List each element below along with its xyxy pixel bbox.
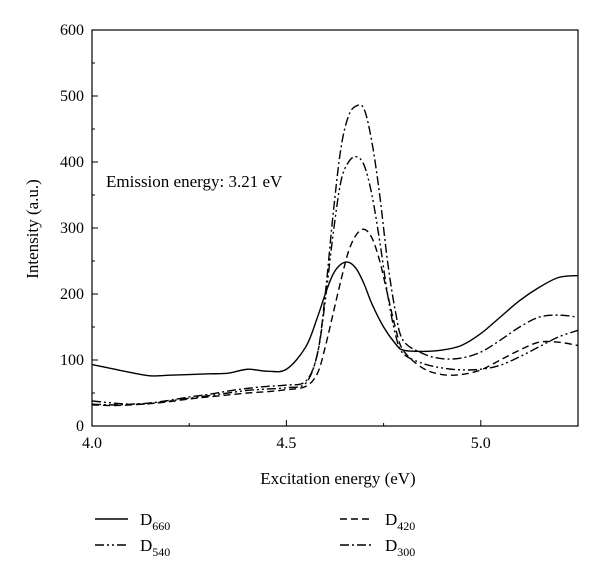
y-tick-label: 100 — [60, 352, 84, 369]
series-line-d660 — [91, 261, 579, 377]
legend-label-d540: D540 — [140, 536, 170, 559]
y-tick-label: 400 — [60, 154, 84, 171]
y-tick-label: 600 — [60, 22, 84, 39]
legend-label-d420: D420 — [385, 510, 415, 533]
series-line-d300 — [91, 104, 579, 406]
annotation-emission-energy: Emission energy: 3.21 eV — [106, 172, 283, 191]
x-axis-title: Excitation energy (eV) — [260, 469, 415, 488]
x-tick-label: 4.0 — [82, 435, 102, 452]
series-layer — [91, 104, 579, 407]
legend-label-d300: D300 — [385, 536, 415, 559]
axis-ticks: 0 100 200 300 400 500 600 4.0 4.5 5.0 — [60, 22, 579, 452]
x-tick-label: 5.0 — [471, 435, 491, 452]
y-tick-label: 200 — [60, 286, 84, 303]
legend-label-d660: D660 — [140, 510, 170, 533]
y-tick-label: 300 — [60, 220, 84, 237]
series-line-d540 — [91, 155, 579, 405]
plot-border — [91, 29, 579, 427]
y-tick-label: 500 — [60, 88, 84, 105]
y-tick-label: 0 — [76, 418, 84, 435]
plot-frame — [91, 29, 579, 427]
x-tick-label: 4.5 — [276, 435, 296, 452]
legend: D660 D540 D420 D300 — [95, 510, 415, 559]
y-axis-title: Intensity (a.u.) — [23, 179, 42, 279]
series-line-d420 — [91, 228, 579, 407]
